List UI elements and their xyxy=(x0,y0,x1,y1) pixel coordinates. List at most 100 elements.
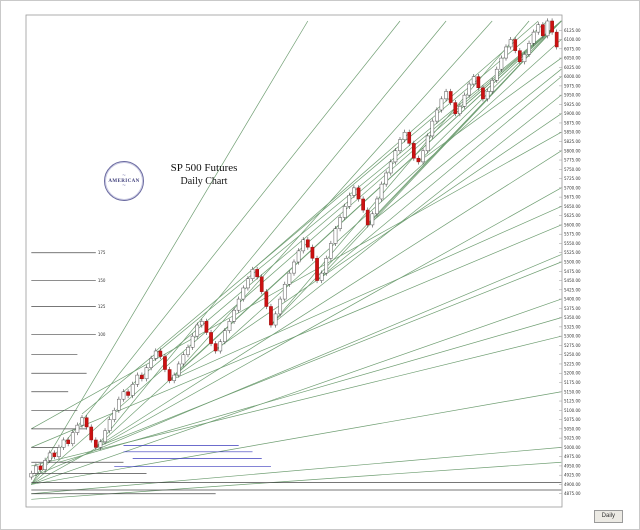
candle-body[interactable] xyxy=(292,261,296,274)
trendline[interactable] xyxy=(455,20,562,114)
candle-body[interactable] xyxy=(246,278,250,289)
candle-body[interactable] xyxy=(517,50,522,63)
candle-body[interactable] xyxy=(333,228,338,244)
candle-body[interactable] xyxy=(232,309,236,322)
candle-body[interactable] xyxy=(259,276,264,292)
trendline[interactable] xyxy=(367,68,562,226)
candle-body[interactable] xyxy=(158,350,163,357)
candle-body[interactable] xyxy=(416,157,421,163)
candle-body[interactable] xyxy=(163,356,167,370)
trendline[interactable] xyxy=(31,461,562,500)
trendline[interactable] xyxy=(316,76,562,281)
trendline[interactable] xyxy=(31,447,562,495)
candle-body[interactable] xyxy=(250,269,255,279)
candle-body[interactable] xyxy=(522,54,527,63)
candle-body[interactable] xyxy=(435,109,439,122)
candle-body[interactable] xyxy=(338,217,342,229)
candle-body[interactable] xyxy=(554,31,559,48)
candle-body[interactable] xyxy=(319,272,324,281)
candle-body[interactable] xyxy=(370,213,375,226)
candle-body[interactable] xyxy=(61,439,66,448)
candle-body[interactable] xyxy=(407,131,412,144)
candle-body[interactable] xyxy=(301,239,306,252)
candle-body[interactable] xyxy=(282,283,287,300)
candle-body[interactable] xyxy=(103,430,107,443)
candle-body[interactable] xyxy=(393,150,398,163)
candle-body[interactable] xyxy=(52,452,57,457)
candle-body[interactable] xyxy=(476,76,481,88)
candle-body[interactable] xyxy=(140,374,144,380)
candle-body[interactable] xyxy=(199,321,204,326)
candle-body[interactable] xyxy=(167,369,172,381)
trendline[interactable] xyxy=(31,20,309,485)
candle-body[interactable] xyxy=(130,384,135,396)
candle-body[interactable] xyxy=(57,447,61,457)
candle-body[interactable] xyxy=(365,209,370,226)
candle-body[interactable] xyxy=(541,24,545,37)
candle-body[interactable] xyxy=(379,183,384,200)
trendline[interactable] xyxy=(95,20,447,448)
candle-body[interactable] xyxy=(135,374,140,385)
candle-body[interactable] xyxy=(223,330,227,342)
candle-body[interactable] xyxy=(485,91,490,100)
candle-body[interactable] xyxy=(70,432,75,444)
candle-body[interactable] xyxy=(481,87,485,100)
candle-body[interactable] xyxy=(149,358,153,368)
candle-body[interactable] xyxy=(356,187,361,200)
candle-body[interactable] xyxy=(499,57,504,70)
candle-body[interactable] xyxy=(38,465,43,470)
candle-body[interactable] xyxy=(504,46,508,59)
candle-body[interactable] xyxy=(310,246,315,259)
trendline[interactable] xyxy=(215,39,562,352)
candle-body[interactable] xyxy=(490,80,495,92)
candle-body[interactable] xyxy=(462,94,467,107)
candle-body[interactable] xyxy=(439,98,444,111)
candle-body[interactable] xyxy=(342,206,347,218)
candle-body[interactable] xyxy=(121,391,126,400)
candle-body[interactable] xyxy=(93,439,98,448)
trendline[interactable] xyxy=(418,20,562,163)
trendline[interactable] xyxy=(252,20,539,270)
candle-body[interactable] xyxy=(126,391,130,396)
trendline[interactable] xyxy=(418,57,562,163)
candle-body[interactable] xyxy=(66,439,71,444)
candle-body[interactable] xyxy=(448,91,453,103)
candle-body[interactable] xyxy=(421,150,425,163)
trendline[interactable] xyxy=(169,113,562,381)
candle-body[interactable] xyxy=(29,473,34,478)
candle-body[interactable] xyxy=(508,39,513,48)
candle-body[interactable] xyxy=(305,239,310,248)
candle-body[interactable] xyxy=(471,76,476,85)
candle-body[interactable] xyxy=(513,39,518,51)
candle-body[interactable] xyxy=(204,321,209,333)
candle-body[interactable] xyxy=(98,441,103,448)
candle-body[interactable] xyxy=(241,287,246,300)
candle-body[interactable] xyxy=(453,102,458,114)
candle-body[interactable] xyxy=(209,332,213,344)
candle-body[interactable] xyxy=(218,341,223,352)
candle-body[interactable] xyxy=(550,20,554,33)
candle-body[interactable] xyxy=(112,410,117,420)
candle-body[interactable] xyxy=(425,135,430,152)
candle-body[interactable] xyxy=(75,424,80,433)
candle-body[interactable] xyxy=(80,417,84,426)
candle-body[interactable] xyxy=(375,198,379,215)
candle-body[interactable] xyxy=(255,269,259,278)
candle-body[interactable] xyxy=(444,91,448,100)
candle-body[interactable] xyxy=(186,347,190,355)
candle-body[interactable] xyxy=(467,83,471,96)
candle-body[interactable] xyxy=(195,324,200,337)
trendline[interactable] xyxy=(31,335,562,467)
candle-body[interactable] xyxy=(329,243,333,259)
candle-body[interactable] xyxy=(43,460,47,470)
trendline[interactable] xyxy=(81,20,562,415)
trendline[interactable] xyxy=(31,298,562,485)
candle-body[interactable] xyxy=(398,139,402,152)
timeframe-button[interactable]: Daily xyxy=(593,510,623,523)
candle-body[interactable] xyxy=(273,313,278,326)
candle-body[interactable] xyxy=(227,321,232,331)
candle-body[interactable] xyxy=(458,106,462,114)
candle-body[interactable] xyxy=(430,120,435,137)
trendline[interactable] xyxy=(169,20,493,381)
